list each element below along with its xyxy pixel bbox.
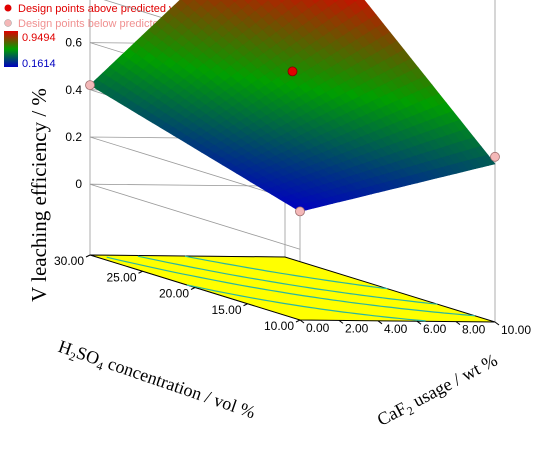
floor-plane [89, 254, 496, 323]
z-tick-label: 0 [75, 177, 82, 191]
x-tick-label: 6.00 [423, 322, 447, 336]
design-points [85, 66, 500, 217]
legend-above-marker [4, 4, 12, 12]
y-tick-mark [85, 254, 91, 258]
surface-cell [232, 0, 239, 3]
x-tick-label: 4.00 [384, 322, 408, 336]
y-tick-mark [295, 319, 301, 323]
z-tick-label: 0.6 [65, 36, 82, 50]
contour-line [137, 255, 438, 305]
y-tick-label: 10.00 [264, 319, 294, 333]
y-axis-title: H2SO4 concentration / vol % [55, 336, 258, 425]
x-tick-label: 8.00 [462, 323, 486, 337]
axis-ticks: 00.20.40.60.811.210.0015.0020.0025.0030.… [54, 0, 531, 337]
contour-line [106, 256, 476, 317]
x-tick-mark [494, 321, 500, 326]
z-axis-title: V leaching efficiency / % [27, 88, 51, 302]
x-tick-label: 2.00 [345, 321, 369, 335]
y-tick-label: 20.00 [159, 287, 189, 301]
y-tick-mark [138, 270, 143, 274]
z-tick-label: 0.2 [65, 130, 82, 144]
legend-above-label: Design points above predicted value [18, 3, 195, 15]
design-point-above [287, 66, 298, 77]
floor-contour-plane [89, 254, 496, 323]
design-point-below [490, 151, 500, 162]
response-surface [89, 0, 496, 212]
x-tick-mark [299, 319, 305, 324]
surface-cell [480, 154, 496, 166]
design-point-below [85, 80, 95, 90]
x-tick-mark [338, 319, 344, 324]
contour-line [186, 284, 426, 322]
x-tick-mark [455, 321, 461, 326]
colorbar [4, 31, 18, 67]
x-tick-mark [377, 320, 383, 325]
legend-below-marker [4, 19, 12, 27]
z-tick-label: 0.4 [65, 83, 82, 97]
y-tick-label: 25.00 [106, 270, 136, 284]
colorbar-max-label: 0.9494 [22, 32, 56, 44]
legend-below-label: Design points below predicted value [18, 18, 194, 30]
y-tick-mark [243, 303, 248, 307]
x-tick-label: 0.00 [306, 321, 330, 335]
y-tick-label: 30.00 [54, 254, 84, 268]
legend: Design points above predicted value Desi… [4, 3, 195, 70]
y-tick-mark [190, 287, 196, 290]
y-tick-label: 15.00 [211, 303, 241, 317]
x-tick-mark [416, 320, 422, 325]
x-axis-title: CaF2 usage / wt % [374, 350, 502, 433]
colorbar-min-label: 0.1614 [22, 58, 56, 70]
contour-line [184, 255, 388, 290]
z-tick-label: 0.8 [65, 0, 82, 2]
surface-cell [279, 0, 286, 4]
wall-grid-line [89, 183, 301, 250]
x-tick-label: 10.00 [501, 323, 531, 337]
design-point-below [295, 206, 305, 217]
